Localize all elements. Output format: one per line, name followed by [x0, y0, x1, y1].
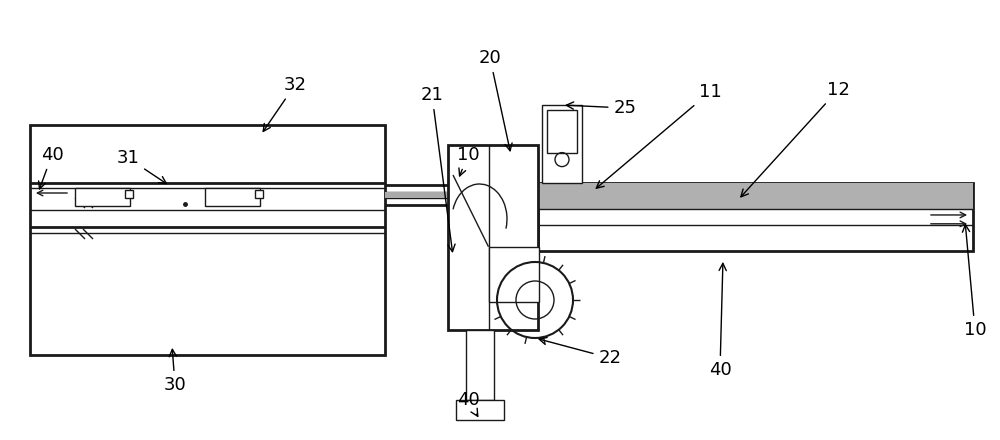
Bar [547, 110, 577, 153]
Bar [30, 125, 385, 355]
Bar [538, 183, 973, 209]
Text: 40: 40 [457, 391, 479, 416]
Bar [75, 188, 130, 206]
Text: 22: 22 [539, 337, 622, 367]
Text: 21: 21 [421, 86, 455, 252]
Text: 32: 32 [263, 76, 306, 132]
Bar [542, 105, 582, 183]
Bar [125, 190, 133, 198]
Text: 10: 10 [457, 146, 479, 176]
Bar [456, 400, 504, 420]
Text: 11: 11 [596, 83, 721, 188]
Text: 12: 12 [741, 81, 849, 197]
Bar [205, 188, 260, 206]
Text: 25: 25 [566, 99, 637, 117]
Bar [538, 183, 973, 251]
Bar [255, 190, 263, 198]
Bar [466, 330, 494, 400]
Text: 30: 30 [164, 349, 186, 394]
Bar [385, 192, 455, 198]
Text: 40: 40 [709, 263, 731, 379]
Bar [448, 145, 538, 330]
Text: 40: 40 [39, 146, 63, 189]
Text: 31: 31 [117, 149, 166, 183]
Bar [488, 247, 538, 302]
Text: 10: 10 [962, 225, 986, 339]
Text: 20: 20 [479, 49, 512, 151]
